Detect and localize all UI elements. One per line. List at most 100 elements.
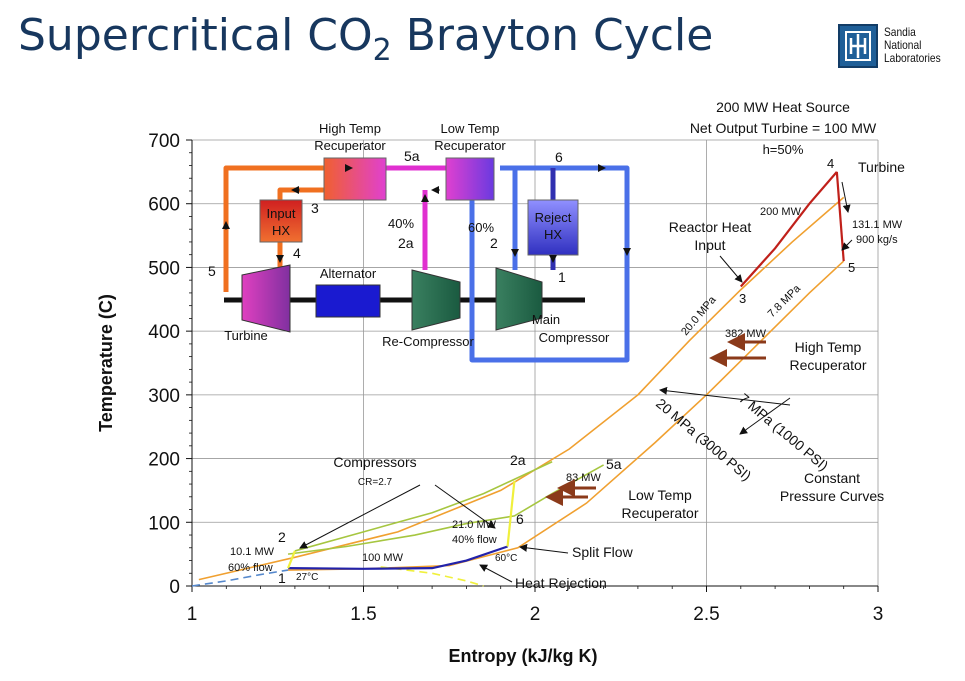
x-tick-label: 3 (873, 604, 884, 625)
x-tick-label: 2 (530, 604, 541, 625)
low-temp-recuperator (445, 157, 495, 201)
constant-pressure-label: Pressure Curves (780, 488, 884, 504)
input-hx-label: Input (267, 206, 296, 221)
input-hx (259, 199, 303, 243)
y-tick-label: 600 (148, 195, 180, 216)
x-tick-label: 1 (187, 604, 198, 625)
mw-label: 10.1 MW (230, 546, 275, 558)
axes: 0 100 200 300 400 500 600 700 1 1.5 2 2.5 3 Entropy (… (96, 131, 883, 666)
cr-label: CR=2.7 (358, 477, 393, 488)
mw-label: 21.0 MW (452, 519, 497, 531)
main-compressor-label: Compressor (539, 330, 610, 345)
mw-label: 100 MW (362, 552, 404, 564)
logo-text: Sandia National Laboratories (884, 26, 951, 65)
ltr-label: Recuperator (434, 138, 506, 153)
cycle-schematic: High Temp Recuperator Low Temp Recuperator I… (208, 121, 631, 363)
y-tick-label: 100 (148, 513, 180, 534)
turbine (241, 264, 291, 333)
htr-label: Recuperator (314, 138, 386, 153)
state-label: 3 (739, 291, 746, 306)
node-3: 3 (311, 200, 319, 216)
y-tick-label: 0 (169, 577, 180, 598)
re-compressor (411, 269, 461, 331)
pointer-arrow (434, 484, 496, 529)
mw-label: 900 kg/s (856, 234, 898, 246)
lt-recuperator-label: Recuperator (621, 505, 698, 521)
turbine-annotation: Turbine (858, 159, 905, 175)
x-axis-label: Entropy (kJ/kg K) (448, 646, 597, 666)
title-tail: Brayton Cycle (391, 10, 714, 61)
pressure-psi-label: 20 MPa (3000 PSI) (653, 395, 754, 484)
node-2a: 2a (398, 235, 414, 251)
series-line (288, 260, 845, 571)
mw-label: 83 MW (566, 472, 601, 484)
state-label: 6 (516, 511, 524, 527)
logo-line: Laboratories (884, 51, 941, 65)
split-flow-label: Split Flow (572, 544, 634, 560)
input-hx-label: HX (272, 223, 290, 238)
state-label: 1 (278, 570, 286, 586)
y-tick-label: 200 (148, 450, 180, 471)
pressure-label: 7.8 MPa (766, 282, 804, 320)
ltr-label: Low Temp (440, 121, 499, 136)
series-line (191, 569, 289, 587)
y-tick-label: 300 (148, 386, 180, 407)
series-line (288, 545, 508, 570)
constant-pressure-label: Constant (804, 470, 860, 486)
header-line: Net Output Turbine = 100 MW (690, 120, 877, 136)
title-text: Supercritical CO (18, 10, 373, 61)
reject-hx (527, 199, 579, 256)
y-axis-label: Temperature (C) (96, 294, 116, 432)
node-6: 6 (555, 149, 563, 165)
pct60-label: 60% (468, 220, 494, 235)
pointer-arrow (841, 181, 851, 213)
main-compressor-label: Main (532, 312, 560, 327)
reactor-heat-label: Input (694, 237, 725, 253)
logo-line: Sandia (884, 25, 916, 39)
series-line (506, 480, 516, 547)
ht-recuperator-label: Recuperator (789, 357, 866, 373)
node-5a: 5a (404, 148, 420, 164)
compressors-label: Compressors (333, 454, 416, 470)
node-5: 5 (208, 263, 216, 279)
y-tick-label: 500 (148, 258, 180, 279)
thunderbird-icon (838, 24, 878, 68)
logo-line: National (884, 38, 922, 52)
alternator-label: Alternator (320, 266, 377, 281)
htr-label: High Temp (319, 121, 381, 136)
ht-recuperator-label: High Temp (795, 339, 862, 355)
series-line (739, 171, 838, 288)
node-1: 1 (558, 269, 566, 285)
series-line (287, 464, 604, 555)
reactor-heat-label: Reactor Heat (669, 219, 752, 235)
state-label: 5a (606, 456, 622, 472)
lt-recuperator-label: Low Temp (628, 487, 692, 503)
reject-hx-label: Reject (535, 210, 572, 225)
turbine-label: Turbine (224, 328, 268, 343)
mw-label: 382 MW (725, 328, 767, 340)
header-line: 200 MW Heat Source (716, 99, 850, 115)
reject-hx-label: HX (544, 227, 562, 242)
recompressor-label: Re-Compressor (382, 334, 474, 349)
temp-label: 27°C (296, 572, 318, 583)
header-line: h=50% (763, 142, 804, 157)
mw-label: 40% flow (452, 534, 497, 546)
node-2: 2 (490, 235, 498, 251)
pointer-arrow (719, 255, 743, 283)
title-subscript: 2 (372, 33, 392, 68)
state-label: 2a (510, 452, 526, 468)
pointer-arrow (841, 239, 853, 251)
alternator (315, 284, 381, 318)
high-temp-recuperator (323, 157, 387, 201)
pointer-arrow (519, 543, 569, 554)
heat-rejection-label: Heat Rejection (515, 575, 607, 591)
page-title: Supercritical CO2 Brayton Cycle (18, 10, 714, 68)
x-tick-label: 1.5 (350, 604, 376, 625)
flow-line-turbine-inlet (223, 165, 325, 292)
y-tick-label: 400 (148, 322, 180, 343)
x-tick-label: 2.5 (693, 604, 719, 625)
mw-label: 200 MW (760, 206, 802, 218)
y-tick-label: 700 (148, 131, 180, 152)
pct40-label: 40% (388, 216, 414, 231)
